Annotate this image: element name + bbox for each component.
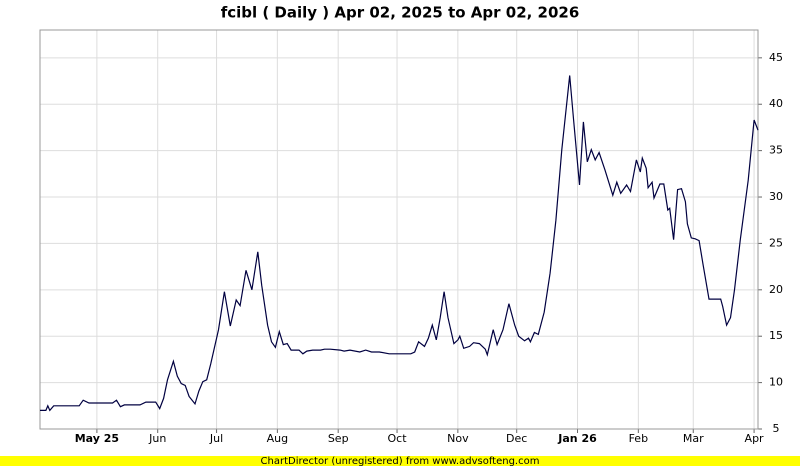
x-tick-label: May 25 xyxy=(75,432,119,445)
y-tick-label: 20 xyxy=(769,283,783,296)
y-tick-label: 35 xyxy=(769,144,783,157)
x-tick-label: Nov xyxy=(447,432,469,445)
x-tick-label: Oct xyxy=(388,432,408,445)
y-tick-label: 10 xyxy=(769,376,783,389)
y-tick-label: 30 xyxy=(769,190,783,203)
footer-text: ChartDirector (unregistered) from www.ad… xyxy=(261,456,540,466)
line-series xyxy=(40,75,759,412)
plot-border xyxy=(39,29,759,430)
y-tick-label: 5 xyxy=(773,422,780,435)
y-tick-label: 45 xyxy=(769,51,783,64)
y-tick-label: 40 xyxy=(769,97,783,110)
plot-area xyxy=(39,29,759,430)
x-tick-label: Aug xyxy=(267,432,288,445)
x-tick-label: Jun xyxy=(148,432,166,445)
x-tick-label: Feb xyxy=(629,432,648,445)
x-tick-label: Sep xyxy=(328,432,349,445)
x-tick-label: Apr xyxy=(745,432,765,445)
x-tick-label: Dec xyxy=(506,432,527,445)
y-tick-label: 15 xyxy=(769,329,783,342)
x-tick-label: Mar xyxy=(683,432,704,445)
x-tick-label: Jan 26 xyxy=(557,432,597,445)
x-tick-label: Jul xyxy=(209,432,223,445)
y-tick-label: 25 xyxy=(769,236,783,249)
chart-title: fcibl ( Daily ) Apr 02, 2025 to Apr 02, … xyxy=(221,4,580,22)
footer-bar xyxy=(0,456,800,466)
